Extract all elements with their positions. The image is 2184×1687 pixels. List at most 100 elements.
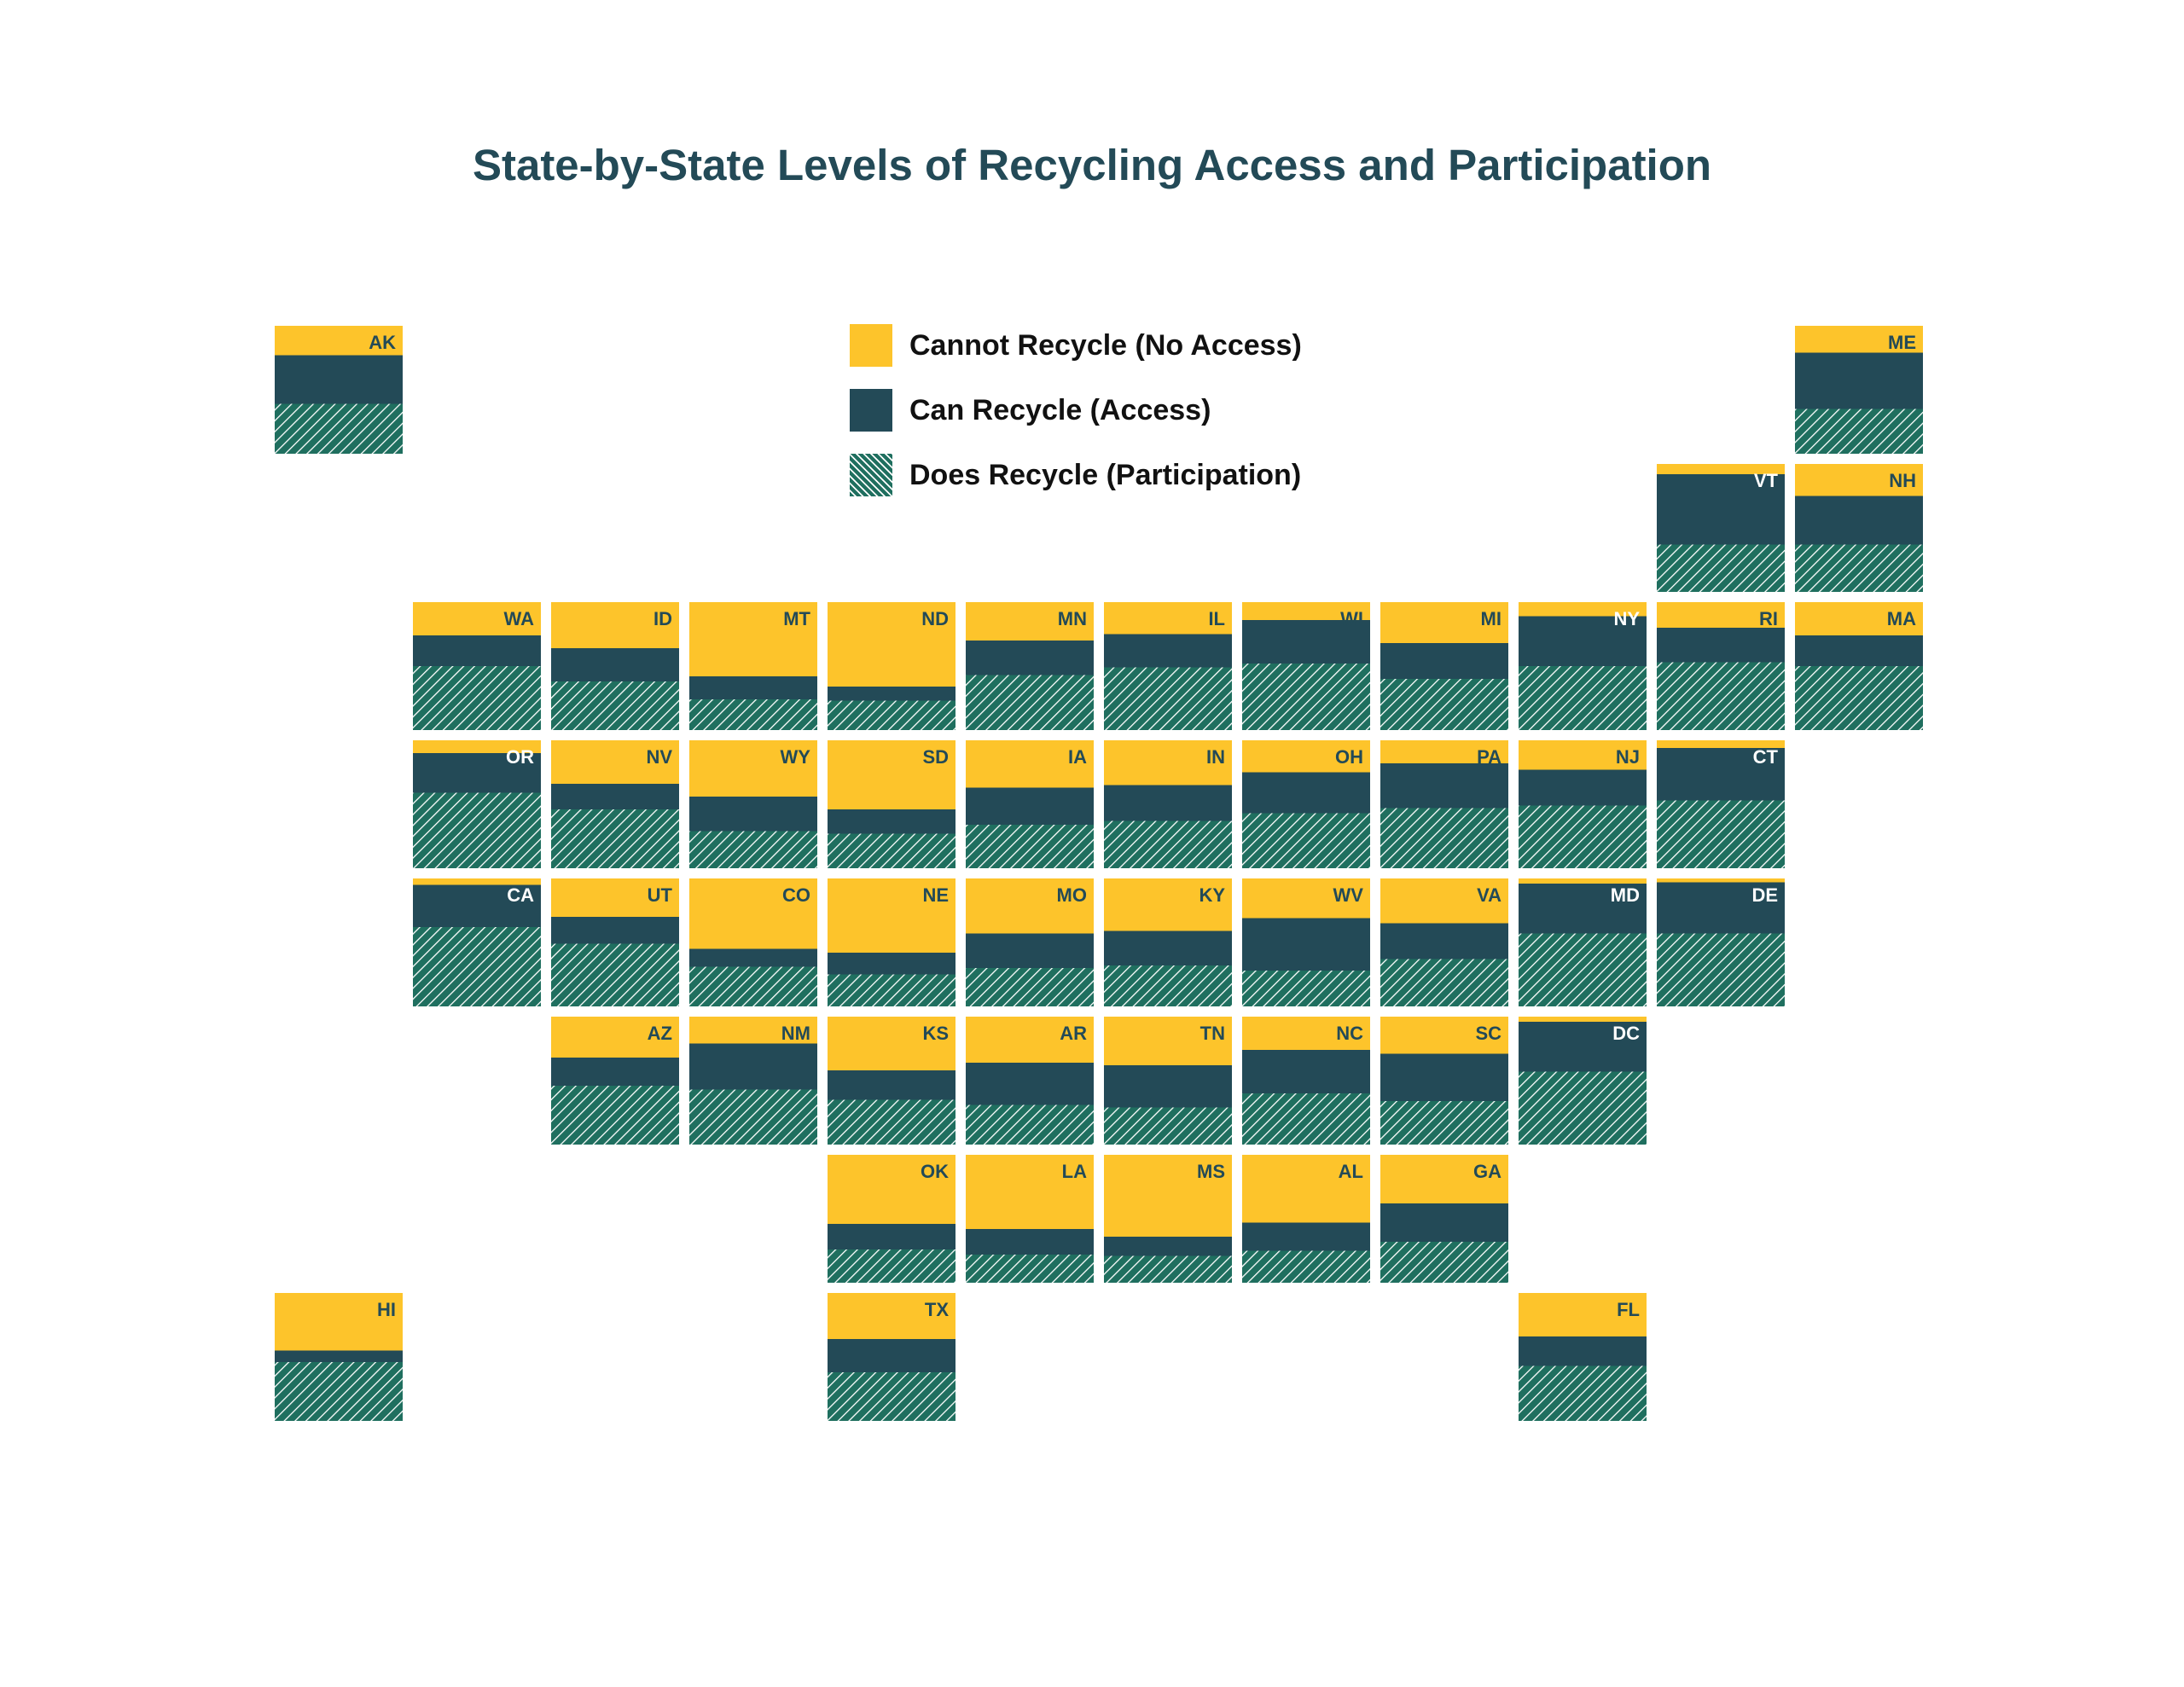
state-label-wv: WV [1333,884,1364,906]
state-label-sd: SD [922,746,949,768]
state-tile-wa: WA [413,602,541,730]
bar-participation-sc [1380,1101,1508,1145]
bar-participation-il [1104,667,1232,730]
bar-participation-md [1519,933,1647,1006]
state-label-va: VA [1477,884,1502,906]
state-tile-ar: AR [966,1017,1094,1145]
state-tile-hi: HI [275,1293,403,1421]
legend-item-participation: Does Recycle (Participation) [850,454,1302,496]
state-tile-il: IL [1104,602,1232,730]
state-label-ca: CA [507,884,534,906]
state-tile-ga: GA [1380,1155,1508,1283]
bar-participation-ks [828,1099,956,1145]
state-label-mt: MT [783,608,810,629]
bar-participation-ky [1104,965,1232,1006]
state-tile-mn: MN [966,602,1094,730]
state-label-ky: KY [1199,884,1225,906]
state-tile-ut: UT [551,878,679,1006]
bar-participation-pa [1380,808,1508,868]
state-label-oh: OH [1335,746,1363,768]
bar-participation-ma [1795,666,1923,730]
state-label-tn: TN [1200,1023,1225,1044]
state-tile-ms: MS [1104,1155,1232,1283]
state-tile-nh: NH [1795,464,1923,592]
state-label-ga: GA [1473,1161,1502,1182]
state-label-mi: MI [1481,608,1502,629]
bar-participation-ak [275,403,403,454]
state-label-vt: VT [1754,470,1779,491]
bar-participation-ar [966,1104,1094,1145]
state-label-al: AL [1339,1161,1363,1182]
state-label-me: ME [1888,332,1916,353]
state-label-nm: NM [781,1023,810,1044]
state-tile-vt: VT [1657,464,1785,592]
state-tile-tn: TN [1104,1017,1232,1145]
bar-participation-me [1795,409,1923,454]
bar-participation-nv [551,809,679,868]
state-tile-ma: MA [1795,602,1923,730]
legend-swatch-no-access [850,324,892,367]
bar-participation-nd [828,700,956,730]
state-label-ri: RI [1759,608,1778,629]
state-tile-ca: CA [413,878,541,1006]
bar-participation-co [689,966,817,1006]
bar-participation-mo [966,968,1094,1006]
bar-participation-vt [1657,544,1785,592]
state-label-ok: OK [921,1161,949,1182]
state-label-ne: NE [922,884,949,906]
bar-participation-id [551,681,679,730]
bar-participation-wv [1242,971,1370,1006]
state-tile-va: VA [1380,878,1508,1006]
state-label-ks: KS [922,1023,949,1044]
state-label-ms: MS [1197,1161,1225,1182]
state-label-wy: WY [781,746,811,768]
bar-participation-wy [689,831,817,868]
state-label-tx: TX [925,1299,949,1320]
legend-item-access: Can Recycle (Access) [850,389,1302,432]
state-label-sc: SC [1475,1023,1502,1044]
state-label-id: ID [653,608,672,629]
state-tile-wy: WY [689,740,817,868]
state-tile-sc: SC [1380,1017,1508,1145]
bar-participation-nm [689,1089,817,1145]
state-tile-ks: KS [828,1017,956,1145]
state-tile-la: LA [966,1155,1094,1283]
state-tile-mt: MT [689,602,817,730]
state-label-de: DE [1751,884,1778,906]
state-tile-ri: RI [1657,602,1785,730]
state-tile-ny: NY [1519,602,1647,730]
bar-participation-ms [1104,1255,1232,1283]
bar-participation-ny [1519,666,1647,730]
state-tile-nv: NV [551,740,679,868]
state-label-dc: DC [1612,1023,1640,1044]
state-tile-sd: SD [828,740,956,868]
bar-participation-nh [1795,544,1923,592]
bar-participation-wa [413,666,541,730]
state-label-in: IN [1206,746,1225,768]
bar-participation-ri [1657,662,1785,730]
bar-participation-ca [413,927,541,1006]
state-tile-wi: WI [1242,602,1370,730]
bar-participation-sd [828,833,956,868]
bar-participation-nc [1242,1093,1370,1145]
state-label-az: AZ [648,1023,672,1044]
state-tile-nd: ND [828,602,956,730]
state-tile-ky: KY [1104,878,1232,1006]
bar-participation-ne [828,974,956,1006]
state-tile-md: MD [1519,878,1647,1006]
bar-participation-mn [966,675,1094,730]
state-tile-mo: MO [966,878,1094,1006]
state-tile-pa: PA [1380,740,1508,868]
state-tile-ok: OK [828,1155,956,1283]
state-label-wi: WI [1340,608,1363,629]
state-tile-al: AL [1242,1155,1370,1283]
bar-participation-tn [1104,1107,1232,1145]
bar-participation-ut [551,943,679,1006]
state-label-md: MD [1611,884,1640,906]
state-tile-dc: DC [1519,1017,1647,1145]
state-tile-or: OR [413,740,541,868]
state-label-ut: UT [648,884,673,906]
bar-participation-or [413,792,541,868]
state-tile-nc: NC [1242,1017,1370,1145]
bar-participation-dc [1519,1071,1647,1145]
